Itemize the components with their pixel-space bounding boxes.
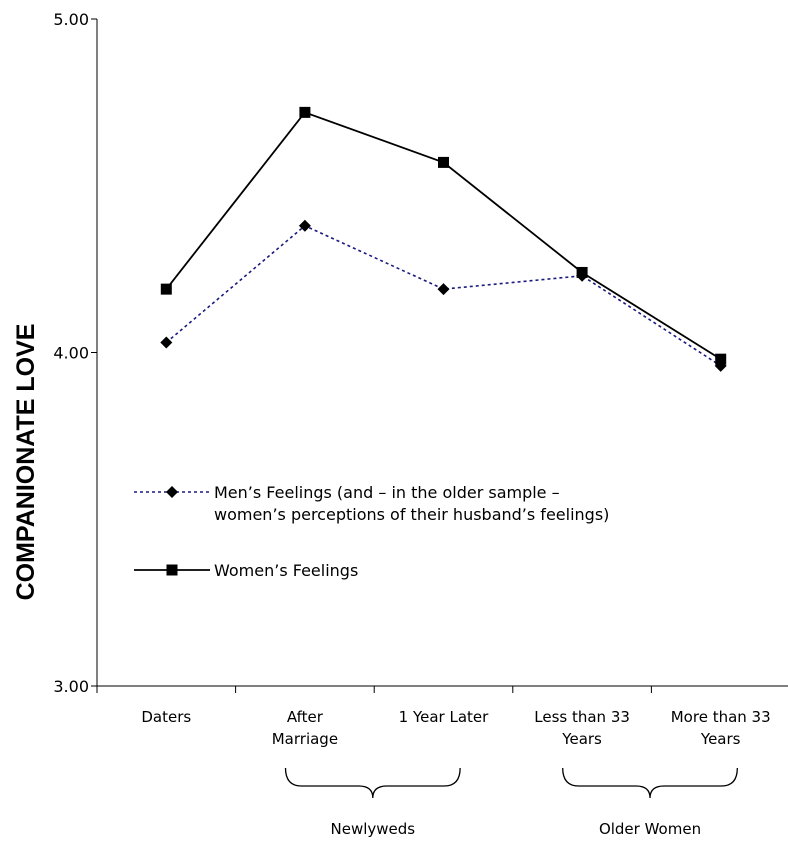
data-point-diamond	[437, 283, 450, 296]
x-category-label: Less than 33 Years	[534, 708, 630, 748]
y-axis-label: COMPANIONATE LOVE	[12, 324, 40, 601]
data-point-diamond	[298, 219, 311, 232]
legend-label: Men’s Feelings (and – in the older sampl…	[214, 483, 609, 524]
series-layer	[160, 106, 727, 372]
data-point-square	[715, 353, 727, 365]
legend-marker-square	[166, 564, 178, 576]
data-point-square	[299, 106, 311, 118]
data-point-square	[160, 283, 172, 295]
group-brace	[562, 767, 738, 799]
series-line	[165, 224, 722, 367]
x-axis-categories: Daters After Marriage 1 Year Later Less than…	[141, 708, 770, 748]
x-category-label: 1 Year Later	[399, 708, 489, 726]
legend: Men’s Feelings (and – in the older sampl…	[134, 483, 609, 580]
series-1	[160, 219, 727, 372]
series-line	[165, 111, 722, 360]
group-label: Older Women	[599, 820, 701, 838]
series-2	[160, 106, 727, 365]
data-point-diamond	[160, 336, 173, 349]
legend-entry-1: Men’s Feelings (and – in the older sampl…	[134, 483, 609, 524]
y-tick-label: 4.00	[53, 344, 89, 363]
y-axis-ticks: 3.00 4.00 5.00	[53, 10, 97, 696]
group-label: Newlyweds	[331, 820, 416, 838]
data-point-square	[576, 266, 588, 278]
group-brace	[284, 767, 461, 799]
data-point-square	[438, 156, 449, 168]
y-tick-label: 5.00	[53, 10, 89, 29]
x-category-label: After Marriage	[272, 708, 338, 748]
x-category-label: More than 33 Years	[671, 708, 771, 748]
legend-marker-diamond	[166, 486, 178, 498]
legend-entry-2: Women’s Feelings	[134, 561, 358, 580]
x-category-label: Daters	[141, 708, 191, 726]
category-groups: Newlyweds Older Women	[284, 767, 738, 838]
axes	[96, 19, 788, 693]
y-tick-label: 3.00	[53, 677, 89, 696]
legend-label: Women’s Feelings	[214, 561, 358, 580]
